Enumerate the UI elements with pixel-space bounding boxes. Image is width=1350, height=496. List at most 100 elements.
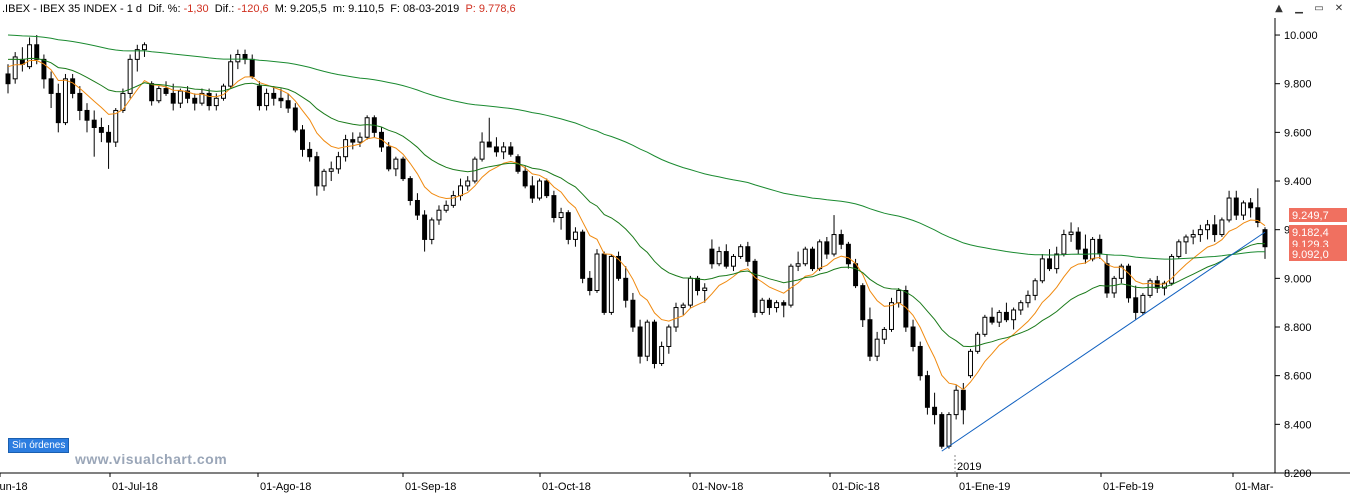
candle-body bbox=[1255, 207, 1261, 223]
price-label-text: 9.249,7 bbox=[1292, 210, 1329, 222]
moving-average-short bbox=[7, 59, 1266, 391]
candle-body bbox=[228, 61, 234, 87]
y-tick-label: 9.600 bbox=[1284, 127, 1312, 139]
candle-body bbox=[616, 255, 622, 279]
candle-body bbox=[285, 100, 291, 109]
x-tick-label: 01-Oct-18 bbox=[542, 481, 591, 493]
candle-body bbox=[587, 277, 593, 292]
candle-body bbox=[1190, 234, 1196, 238]
price-label: P: bbox=[465, 3, 476, 15]
candle-body bbox=[1054, 253, 1060, 270]
candle-body bbox=[867, 319, 873, 357]
candle-body bbox=[486, 141, 492, 148]
candle-body bbox=[292, 107, 298, 131]
candle-body bbox=[429, 219, 435, 240]
x-tick-label: 01-Jul-18 bbox=[112, 481, 158, 493]
candle-body bbox=[5, 73, 11, 85]
candle-body bbox=[1183, 236, 1189, 243]
dif-pct-value: -1,30 bbox=[183, 3, 209, 15]
candle-body bbox=[1248, 202, 1254, 209]
candle-body bbox=[1075, 231, 1081, 250]
x-tick-label: 01-Ene-19 bbox=[959, 481, 1010, 493]
candle-body bbox=[730, 255, 736, 267]
candle-body bbox=[824, 241, 830, 255]
candle-body bbox=[450, 195, 456, 206]
candle-body bbox=[1018, 302, 1024, 311]
triangle-up-icon[interactable]: ▲ bbox=[1275, 3, 1283, 14]
candle-body bbox=[565, 212, 571, 240]
candle-body bbox=[537, 180, 543, 199]
candle-body bbox=[206, 92, 212, 107]
candle-body bbox=[659, 345, 665, 365]
candle-body bbox=[12, 56, 18, 80]
close-icon[interactable]: ✕ bbox=[1334, 3, 1344, 14]
maximize-icon[interactable]: ▭ bbox=[1314, 3, 1324, 14]
max-label: M: bbox=[274, 3, 287, 15]
y-tick-label: 10.000 bbox=[1284, 30, 1318, 42]
candle-body bbox=[1176, 241, 1182, 257]
candle-body bbox=[982, 316, 988, 335]
dif-value: -120,6 bbox=[237, 3, 269, 15]
candle-body bbox=[817, 241, 823, 270]
candle-body bbox=[1118, 265, 1124, 279]
candle-body bbox=[1205, 224, 1211, 231]
candle-body bbox=[508, 146, 514, 155]
candle-body bbox=[127, 58, 133, 94]
candle-body bbox=[271, 92, 277, 99]
candle-body bbox=[314, 156, 320, 187]
candle-body bbox=[156, 88, 162, 102]
candle-body bbox=[192, 97, 198, 104]
candle-body bbox=[177, 90, 183, 104]
candle-body bbox=[1240, 202, 1246, 216]
candle-body bbox=[644, 321, 650, 357]
candle-body bbox=[1104, 263, 1110, 294]
dif-label: Dif.: bbox=[214, 3, 235, 15]
candle-body bbox=[759, 299, 765, 313]
candle-body bbox=[77, 92, 83, 111]
minimize-icon[interactable]: ▁ bbox=[1295, 3, 1303, 14]
candle-body bbox=[1147, 280, 1153, 296]
candle-body bbox=[34, 44, 40, 60]
candle-body bbox=[630, 299, 636, 328]
candle-body bbox=[580, 231, 586, 279]
candle-body bbox=[249, 58, 255, 77]
candle-body bbox=[996, 311, 1002, 323]
candle-body bbox=[91, 119, 97, 128]
candle-body bbox=[328, 168, 334, 172]
candle-body bbox=[1011, 309, 1017, 321]
candle-body bbox=[1197, 229, 1203, 236]
candle-body bbox=[953, 389, 959, 416]
candle-body bbox=[881, 328, 887, 340]
candle-body bbox=[307, 148, 313, 158]
candle-body bbox=[544, 180, 550, 197]
candle-body bbox=[529, 185, 535, 199]
candle-body bbox=[975, 333, 981, 352]
candle-body bbox=[170, 92, 176, 104]
candle-body bbox=[774, 302, 780, 309]
x-tick-label: Jun-18 bbox=[0, 481, 28, 493]
candle-body bbox=[120, 92, 126, 111]
candle-body bbox=[1039, 258, 1045, 282]
candle-body bbox=[1233, 197, 1239, 216]
candle-body bbox=[601, 253, 607, 313]
candle-body bbox=[723, 251, 729, 267]
candle-body bbox=[149, 83, 155, 102]
candle-body bbox=[98, 126, 104, 133]
price-value: 9.778,6 bbox=[478, 3, 516, 15]
orders-badge[interactable]: Sin órdenes bbox=[8, 438, 70, 453]
candle-body bbox=[781, 302, 787, 306]
candle-body bbox=[235, 53, 241, 63]
candle-body bbox=[48, 78, 54, 94]
candle-body bbox=[1126, 265, 1132, 299]
x-tick-label: 01-Mar- bbox=[1235, 481, 1274, 493]
x-tick-label: 01-Nov-18 bbox=[692, 481, 743, 493]
symbol-label: .IBEX - IBEX 35 INDEX - 1 d bbox=[2, 3, 142, 15]
dif-pct-label: Dif. %: bbox=[148, 3, 181, 15]
candle-body bbox=[221, 85, 226, 99]
candle-body bbox=[932, 406, 938, 416]
x-tick-label: 01-Feb-19 bbox=[1103, 481, 1154, 493]
candle-body bbox=[831, 234, 837, 255]
candle-body bbox=[185, 90, 191, 99]
